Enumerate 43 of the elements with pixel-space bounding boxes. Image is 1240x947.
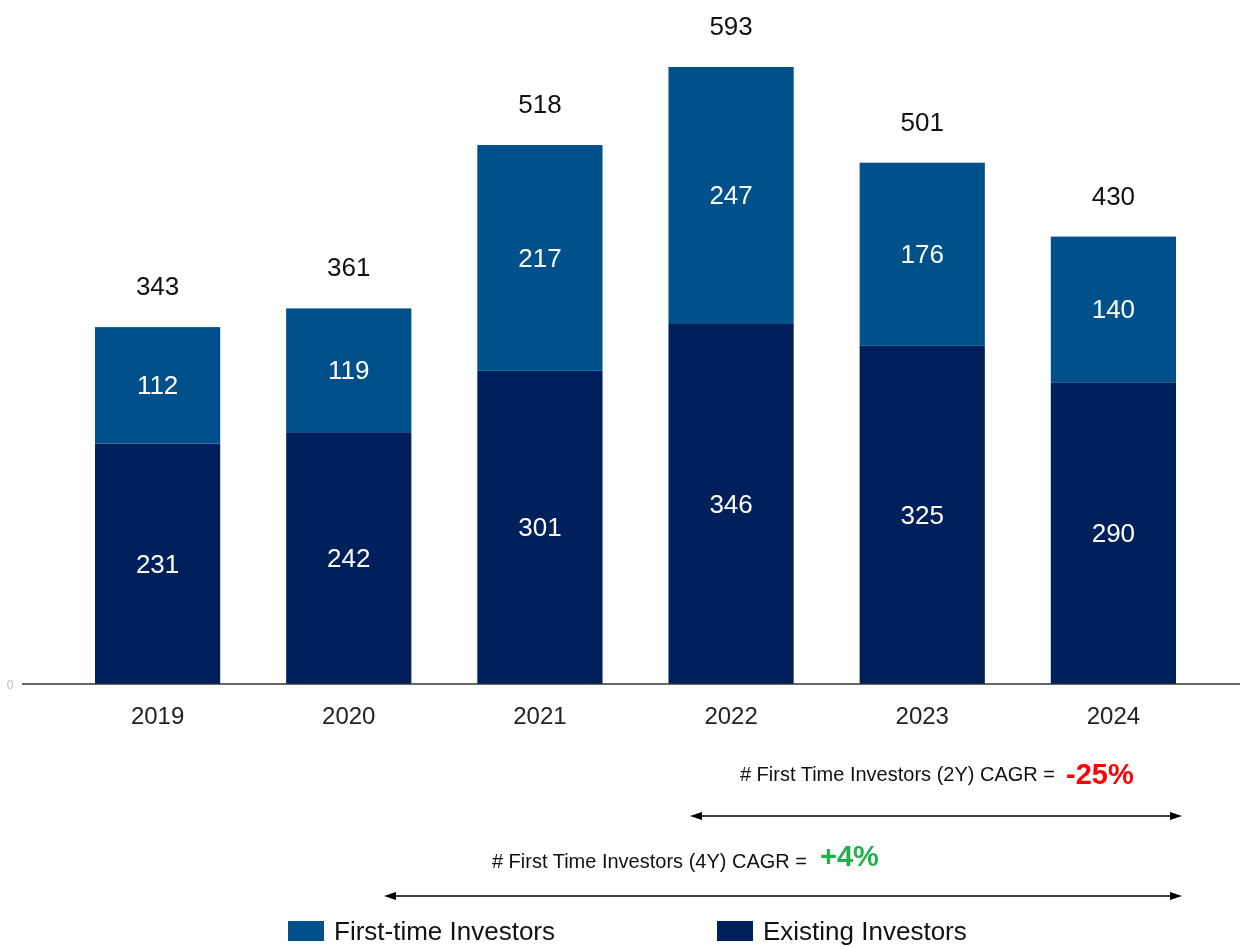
- bar: [1050, 236, 1176, 383]
- data-label: 119: [328, 355, 370, 386]
- text: 0: [6, 678, 14, 692]
- data-label: 176: [900, 239, 944, 270]
- bar: [859, 162, 985, 346]
- data-label: 140: [1091, 294, 1136, 325]
- bar: [1050, 382, 1176, 684]
- legend-label: First-time Investors: [334, 916, 556, 946]
- x-tick-label: 2024: [1086, 702, 1141, 729]
- total-label: 343: [135, 271, 180, 302]
- data-label: 290: [1091, 518, 1136, 549]
- legend-label: Existing Investors: [763, 916, 967, 946]
- data-label: 247: [709, 180, 753, 211]
- text: # First Time Investors (2Y) CAGR =: [739, 763, 1055, 785]
- bar: [286, 308, 412, 433]
- data-label: 242: [327, 543, 371, 574]
- bar: [668, 323, 794, 684]
- total-label: 518: [518, 89, 562, 120]
- text: +4%: [820, 840, 880, 872]
- total-label: 501: [900, 106, 944, 137]
- data-label: 325: [900, 499, 944, 530]
- x-tick-label: 2022: [704, 702, 758, 729]
- bar: [859, 345, 985, 684]
- data-label: 217: [518, 242, 562, 273]
- total-label: 430: [1091, 180, 1136, 211]
- x-tick-label: 2019: [130, 702, 185, 729]
- data-label: 112: [136, 370, 179, 401]
- data-label: 231: [135, 548, 180, 579]
- total-label: 593: [709, 10, 753, 41]
- x-tick-label: 2020: [322, 702, 376, 729]
- data-label: 301: [518, 512, 562, 543]
- bar: [95, 327, 221, 444]
- bar: [477, 145, 603, 371]
- text: # First Time Investors (4Y) CAGR =: [491, 850, 807, 872]
- bar: [668, 66, 794, 324]
- bar: [95, 443, 221, 684]
- bar: [477, 370, 603, 684]
- text: -25%: [1066, 758, 1134, 790]
- x-tick-label: 2021: [513, 702, 567, 729]
- x-tick-label: 2023: [895, 702, 949, 729]
- total-label: 361: [327, 252, 371, 283]
- data-label: 346: [709, 488, 753, 519]
- bar: [286, 432, 412, 684]
